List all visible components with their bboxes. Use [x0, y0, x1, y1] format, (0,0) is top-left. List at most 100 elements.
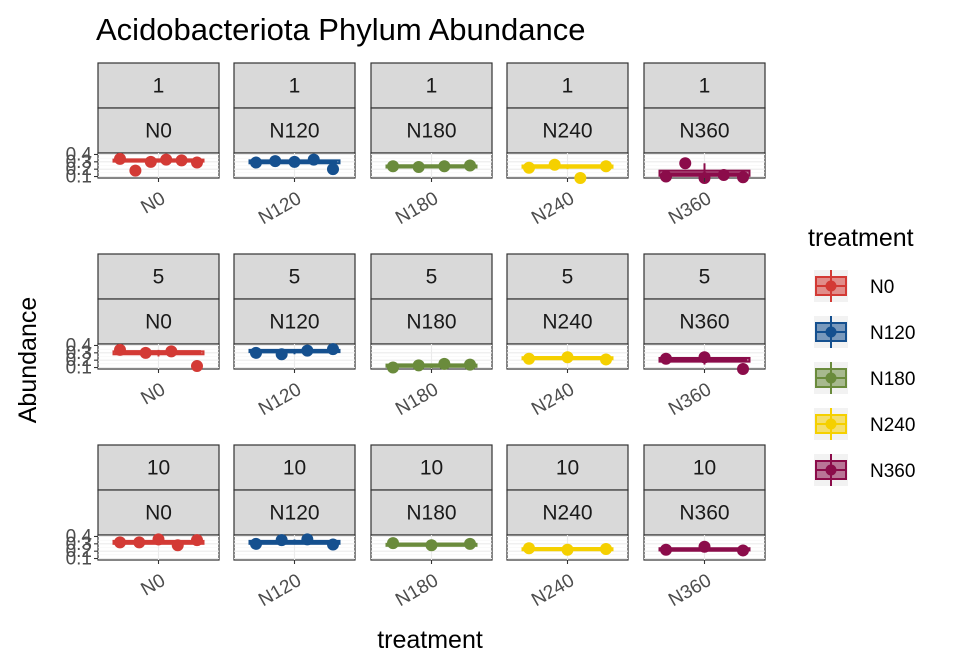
- data-point: [523, 542, 535, 555]
- facet-strip-row: [370, 62, 493, 109]
- data-point: [191, 360, 203, 373]
- legend-item-N0: N0: [814, 270, 894, 302]
- data-point: [574, 172, 587, 184]
- data-point: [698, 540, 711, 553]
- data-point: [307, 153, 320, 166]
- x-tick-label: N120: [255, 379, 305, 420]
- facet-1-N240: 1 N240 N240: [506, 62, 629, 229]
- facet-5-N360: 5 N360 N360: [643, 253, 766, 420]
- facet-strip-label: 1: [699, 75, 711, 98]
- data-point: [387, 160, 399, 173]
- x-tick-label: N0: [137, 570, 169, 600]
- y-axis-row-10: 0.10.20.30.4: [66, 526, 98, 570]
- facet-strip-col: [643, 489, 766, 536]
- data-point: [464, 537, 476, 550]
- legend-item-N240: N240: [814, 408, 915, 440]
- facet-strip-col: [97, 489, 220, 536]
- chart-title: Acidobacteriota Phylum Abundance: [96, 12, 585, 47]
- facet-strip-col: [370, 107, 493, 154]
- facet-strip-label: N360: [679, 120, 729, 143]
- facet-strip-label: N180: [406, 311, 456, 334]
- y-tick-label: 0.2: [66, 159, 92, 180]
- data-point: [327, 163, 339, 176]
- facet-strip-label: N120: [269, 502, 319, 525]
- facet-10-N240: 10 N240 N240: [506, 444, 629, 611]
- legend-item-N180: N180: [814, 362, 915, 394]
- x-tick-label: N360: [665, 379, 715, 420]
- x-tick-label: N360: [665, 570, 715, 611]
- y-tick-label: 0.3: [66, 152, 92, 173]
- facet-strip-label: N0: [145, 502, 172, 525]
- facet-strip-col: [506, 107, 629, 154]
- legend-item-N360: N360: [814, 454, 915, 486]
- facet-strip-label: 10: [147, 457, 170, 480]
- y-tick-label: 0.1: [66, 167, 92, 188]
- data-point: [600, 160, 612, 173]
- legend-title: treatment: [808, 224, 914, 252]
- data-point: [660, 352, 672, 365]
- data-point: [387, 537, 399, 550]
- x-tick-label: N120: [255, 188, 305, 229]
- x-axis-title: treatment: [377, 626, 483, 654]
- facet-strip-label: N0: [145, 120, 172, 143]
- y-axis-row-5: 0.10.20.30.4: [66, 335, 98, 379]
- data-point: [600, 353, 612, 366]
- data-point: [327, 538, 339, 551]
- y-axis-title: Abundance: [14, 297, 42, 424]
- x-tick-label: N240: [528, 379, 578, 420]
- data-point: [737, 171, 749, 184]
- facet-strip-row: [233, 62, 356, 109]
- data-point: [412, 160, 425, 173]
- facet-strip-row: [506, 253, 629, 300]
- x-tick-label: N240: [528, 570, 578, 611]
- facet-strip-row: [233, 444, 356, 491]
- data-point: [191, 534, 203, 547]
- y-tick-label: 0.4: [66, 335, 93, 356]
- facet-5-N120: 5 N120 N120: [233, 253, 356, 420]
- facet-strip-row: [506, 62, 629, 109]
- data-point: [561, 351, 574, 364]
- data-point: [250, 537, 262, 550]
- data-point: [275, 348, 288, 361]
- facet-strip-label: N360: [679, 311, 729, 334]
- facet-strip-label: 10: [283, 457, 306, 480]
- legend-item-N120: N120: [814, 316, 915, 348]
- y-axis-row-1: 0.10.20.30.4: [66, 144, 98, 188]
- facet-strip-label: 5: [562, 266, 574, 289]
- legend-label: N0: [870, 277, 894, 298]
- facet-strip-row: [97, 62, 220, 109]
- data-point: [139, 346, 152, 359]
- facet-panels: 1 N0 N0 1 N120 N120 1 N180 N180 1 N240 N240 1 N360 N36…: [66, 62, 766, 611]
- data-point: [561, 543, 574, 556]
- data-point: [160, 153, 173, 166]
- y-tick-label: 0.2: [66, 350, 92, 371]
- data-point: [114, 536, 126, 549]
- facet-strip-label: N240: [542, 120, 592, 143]
- x-tick-label: N180: [392, 379, 442, 420]
- facet-strip-label: 10: [556, 457, 579, 480]
- data-point: [425, 539, 438, 552]
- facet-10-N360: 10 N360 N360: [643, 444, 766, 611]
- facet-strip-row: [643, 62, 766, 109]
- facet-10-N180: 10 N180 N180: [370, 444, 493, 611]
- facet-strip-col: [233, 298, 356, 345]
- facet-strip-label: 5: [289, 266, 301, 289]
- facet-strip-label: N360: [679, 502, 729, 525]
- data-point: [698, 351, 711, 364]
- facet-strip-label: 10: [693, 457, 716, 480]
- data-point: [523, 161, 535, 174]
- facet-5-N180: 5 N180 N180: [370, 253, 493, 420]
- facet-1-N0: 1 N0 N0: [97, 62, 220, 218]
- data-point: [275, 534, 288, 547]
- x-tick-label: N0: [137, 379, 169, 409]
- data-point: [250, 156, 262, 169]
- data-point: [387, 361, 399, 374]
- data-point: [301, 344, 314, 357]
- data-point: [660, 170, 672, 183]
- legend-label: N120: [870, 323, 915, 344]
- x-tick-label: N120: [255, 570, 305, 611]
- legend-label: N360: [870, 461, 915, 482]
- facet-1-N120: 1 N120 N120: [233, 62, 356, 229]
- facet-strip-label: N0: [145, 311, 172, 334]
